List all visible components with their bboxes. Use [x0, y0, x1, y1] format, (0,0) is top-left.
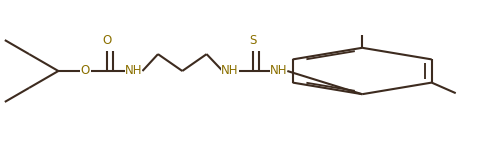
Text: NH: NH — [270, 64, 287, 78]
Text: NH: NH — [125, 64, 142, 78]
Text: O: O — [81, 64, 90, 78]
Text: NH: NH — [221, 64, 239, 78]
Text: O: O — [102, 34, 111, 47]
Text: S: S — [249, 34, 256, 47]
